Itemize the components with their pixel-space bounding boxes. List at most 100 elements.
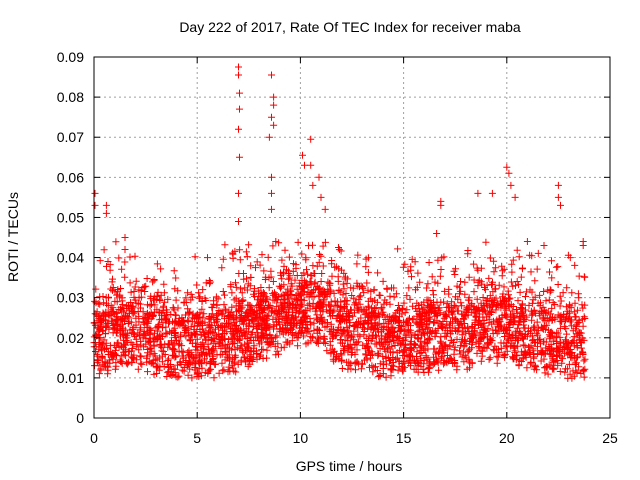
data-point (547, 341, 555, 349)
data-point (408, 333, 415, 341)
data-point (492, 327, 500, 334)
data-point (479, 313, 487, 321)
data-point (475, 344, 483, 352)
data-point (357, 314, 365, 322)
data-point (138, 360, 146, 368)
data-point (415, 359, 423, 367)
data-point (204, 321, 212, 329)
data-point (112, 343, 120, 351)
data-point (507, 181, 515, 189)
data-point (526, 286, 534, 294)
data-point (228, 303, 236, 311)
data-point (123, 332, 131, 340)
data-point (96, 340, 104, 348)
data-point (421, 331, 428, 339)
data-point (144, 368, 151, 376)
data-point (449, 360, 457, 367)
data-point (398, 323, 406, 330)
data-point (566, 370, 574, 378)
data-point (207, 315, 215, 323)
data-point (104, 351, 112, 358)
data-point (518, 301, 526, 309)
data-point (165, 319, 172, 327)
data-point (575, 294, 583, 302)
data-point (363, 356, 371, 364)
data-point (545, 296, 553, 304)
data-point (548, 365, 556, 373)
data-point (309, 262, 317, 270)
data-point (508, 268, 516, 276)
data-point (491, 342, 499, 350)
data-point (279, 305, 287, 313)
data-point (346, 322, 353, 330)
data-point (311, 270, 319, 277)
data-point (459, 323, 467, 331)
data-point (307, 135, 315, 143)
data-point (529, 336, 537, 344)
data-point (513, 352, 520, 360)
data-point (223, 343, 231, 351)
data-point (335, 317, 343, 324)
data-point (486, 334, 494, 342)
data-point (430, 345, 438, 353)
data-point (95, 315, 103, 323)
data-point (486, 292, 494, 300)
data-point (559, 289, 567, 297)
data-point (477, 357, 485, 365)
data-point (441, 329, 449, 337)
data-point (579, 304, 587, 312)
data-point (282, 288, 290, 296)
data-point (508, 260, 516, 268)
data-point (175, 337, 183, 345)
data-point (96, 257, 104, 265)
data-point (464, 250, 472, 258)
data-point (425, 363, 433, 371)
data-point (554, 181, 562, 189)
data-point (316, 333, 324, 341)
data-point (540, 288, 548, 295)
data-point (560, 311, 568, 318)
data-point (509, 256, 517, 264)
data-point (396, 307, 404, 315)
data-point (196, 326, 204, 333)
data-point (210, 300, 218, 308)
data-point (265, 274, 273, 282)
data-point (533, 329, 541, 337)
data-point (414, 334, 422, 342)
y-tick-label: 0 (76, 410, 84, 426)
data-point (131, 252, 139, 260)
data-point (156, 354, 164, 362)
data-point (96, 293, 104, 301)
data-point (503, 313, 511, 321)
data-point (178, 352, 186, 360)
data-point (238, 303, 246, 311)
data-point (379, 358, 387, 366)
data-point (352, 366, 359, 374)
data-point (221, 348, 229, 355)
data-point (304, 270, 312, 278)
data-point (102, 330, 109, 338)
data-point (140, 283, 148, 291)
data-point (202, 350, 210, 358)
data-point (554, 263, 562, 271)
data-point (145, 358, 153, 366)
data-point (549, 313, 556, 321)
data-point (290, 315, 298, 323)
data-point (236, 89, 243, 97)
data-point (107, 285, 115, 293)
data-point (316, 318, 324, 325)
data-point (268, 113, 275, 121)
data-point (325, 279, 333, 287)
data-point (315, 173, 323, 181)
data-point (369, 368, 377, 376)
data-point (184, 371, 192, 379)
data-point (437, 201, 445, 209)
data-point (502, 306, 510, 314)
data-point (470, 260, 478, 268)
data-point (502, 343, 510, 351)
data-point (424, 365, 432, 373)
data-point (139, 308, 147, 316)
data-point (188, 331, 195, 339)
chart-title: Day 222 of 2017, Rate Of TEC Index for r… (179, 19, 521, 35)
data-point (446, 354, 454, 362)
